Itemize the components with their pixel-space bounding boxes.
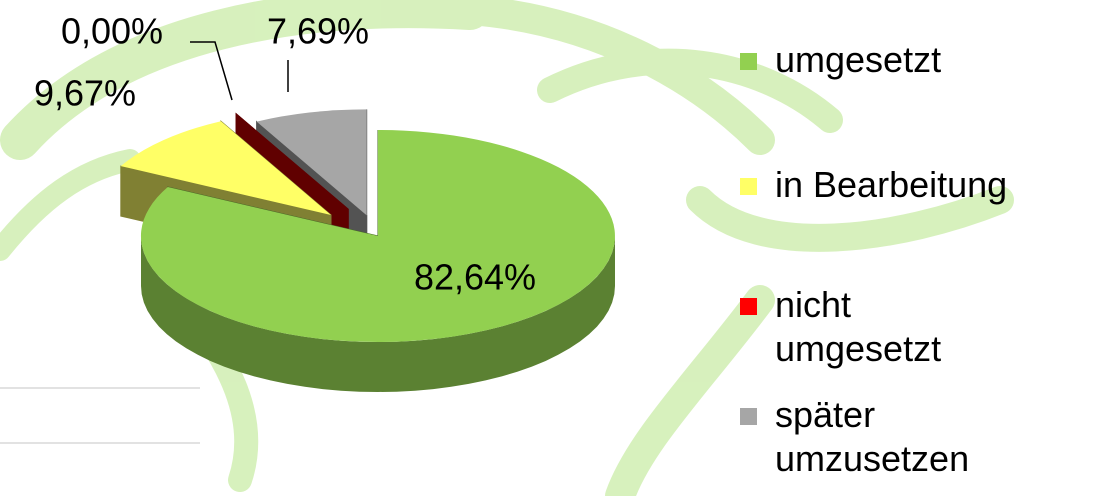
legend-label: später umzusetzen xyxy=(775,393,1025,481)
legend-swatch xyxy=(740,298,757,315)
data-label: 0,00% xyxy=(61,11,163,52)
slide: 82,64% 9,67% 0,00% 7,69% umgesetzt in Bearbe… xyxy=(0,0,1095,496)
legend-swatch xyxy=(740,53,757,70)
pie xyxy=(121,109,615,392)
legend-label: nicht umgesetzt xyxy=(775,283,1025,371)
legend-swatch xyxy=(740,178,757,195)
data-label: 82,64% xyxy=(414,257,536,298)
legend-swatch xyxy=(740,408,757,425)
data-label: 9,67% xyxy=(34,73,136,114)
legend-label: umgesetzt xyxy=(775,38,1095,82)
data-label: 7,69% xyxy=(267,11,369,52)
legend-label: in Bearbeitung xyxy=(775,163,1095,207)
